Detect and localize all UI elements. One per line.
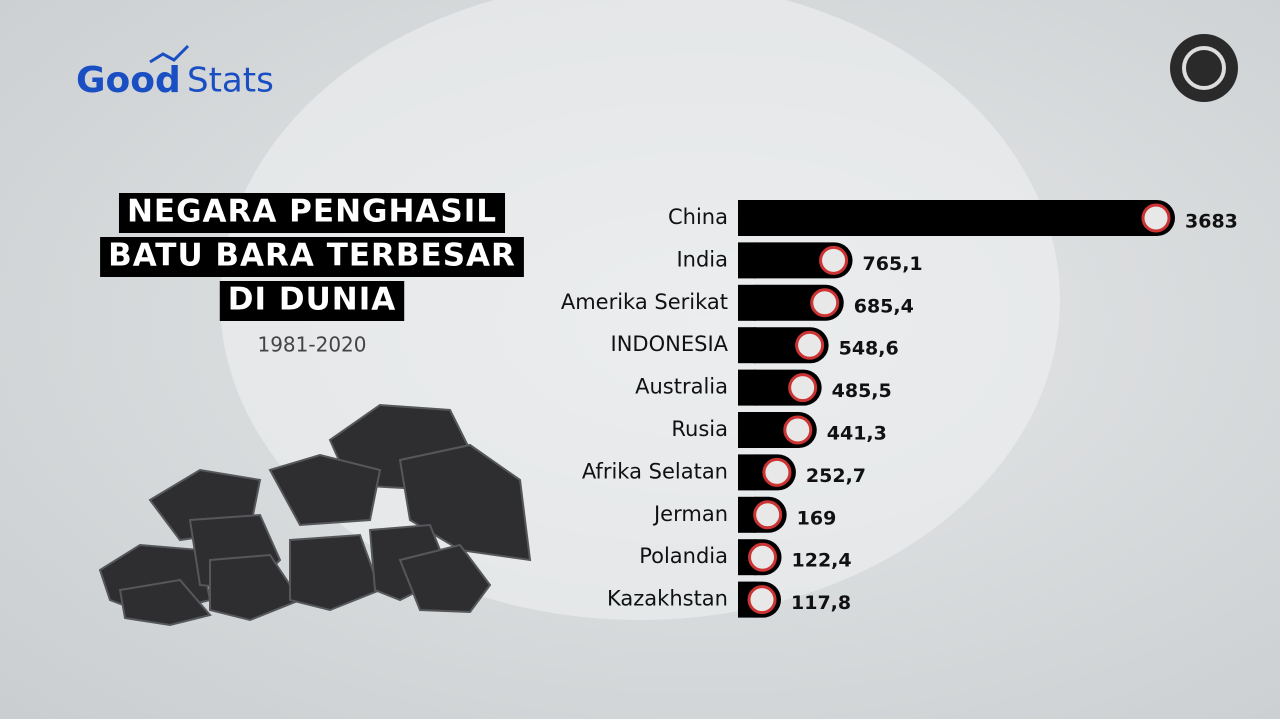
chart-title: DI DUNIA: [228, 282, 396, 318]
flag: [788, 373, 818, 403]
value-label: 548,6: [839, 338, 899, 360]
value-label: 169: [797, 507, 837, 529]
emblem: [1170, 34, 1238, 102]
flag: [795, 330, 825, 360]
logo-stats: Stats: [187, 61, 274, 101]
bar-left: [738, 412, 756, 448]
title-highlight: [118, 193, 506, 233]
flag: [762, 457, 792, 487]
category-label: China: [668, 205, 728, 229]
flag: [1141, 203, 1171, 233]
flag: [819, 245, 849, 275]
flag: [747, 585, 777, 615]
flag: [753, 500, 783, 530]
value-label: 122,4: [792, 550, 852, 572]
logo-icon: [149, 44, 190, 64]
bar: [738, 200, 1175, 236]
flag: [810, 288, 840, 318]
title-highlight: [100, 237, 524, 277]
emblem-ring: [1182, 46, 1226, 90]
value-label: 685,4: [854, 295, 914, 317]
bar-left: [738, 284, 756, 321]
category-label: Kazakhstan: [607, 587, 728, 611]
bar-left: [738, 327, 756, 364]
title-highlight: [219, 281, 405, 321]
category-label: Rusia: [671, 417, 728, 441]
value-label: 3683: [1185, 211, 1238, 233]
value-label: 117,8: [791, 592, 851, 614]
value-label: 252,7: [806, 465, 866, 487]
value-label: 765,1: [863, 253, 923, 275]
logo-good: Good: [76, 60, 181, 101]
bar-left: [738, 454, 756, 491]
bar-left: [738, 369, 756, 406]
category-label: Australia: [635, 375, 728, 399]
flag: [748, 542, 778, 572]
category-label: Amerika Serikat: [561, 290, 728, 314]
category-label: Jerman: [652, 502, 728, 526]
bar-left: [738, 496, 756, 533]
subtitle: 1981-2020: [257, 333, 366, 357]
chart-title: NEGARA PENGHASIL: [127, 194, 497, 230]
category-label: Polandia: [639, 544, 728, 568]
bar-left: [738, 242, 756, 279]
value-label: 441,3: [827, 423, 887, 445]
value-label: 485,5: [832, 380, 892, 402]
coal-illustration: [98, 403, 532, 627]
chart-title: BATU BARA TERBESAR: [108, 238, 516, 274]
category-label: Afrika Selatan: [582, 459, 728, 483]
flag: [783, 415, 813, 445]
category-label: India: [676, 247, 728, 271]
category-label: INDONESIA: [611, 332, 729, 356]
bar-left: [738, 200, 756, 236]
